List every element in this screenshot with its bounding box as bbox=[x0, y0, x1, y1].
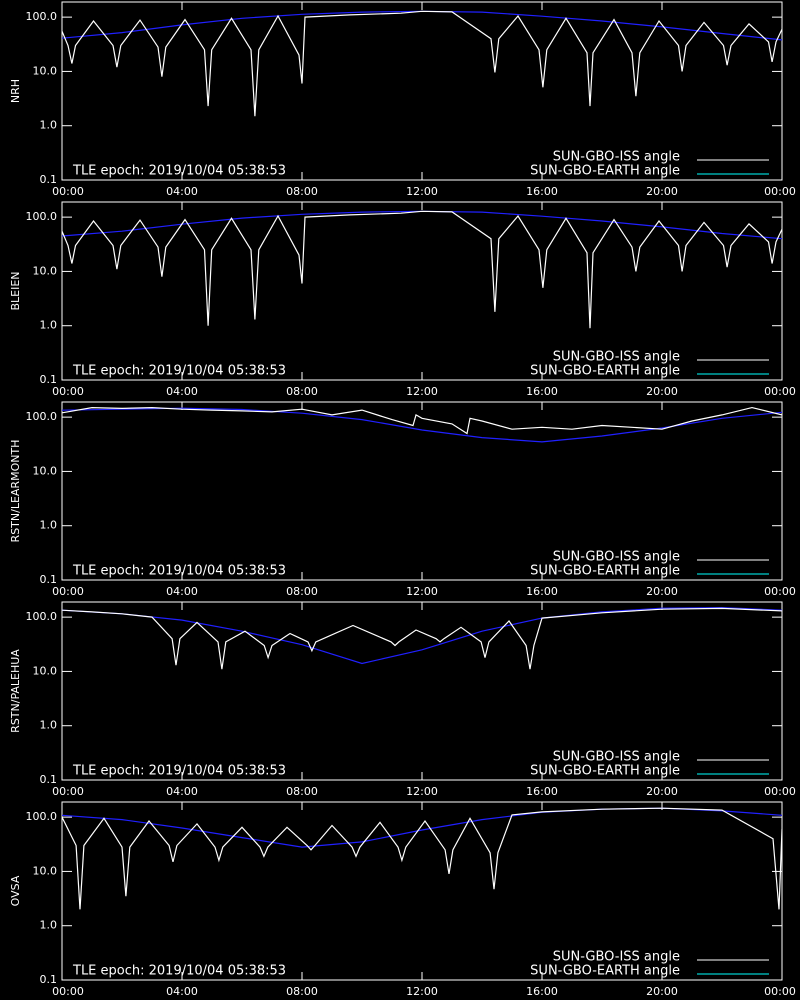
y-axis-label: OVSA bbox=[9, 875, 22, 906]
series-line bbox=[62, 407, 782, 443]
x-tick-label: 12:00 bbox=[406, 785, 438, 798]
x-tick-label: 00:00 bbox=[764, 785, 796, 798]
y-tick-label: 100.0 bbox=[26, 410, 58, 423]
x-tick-label: 00:00 bbox=[52, 185, 84, 198]
x-tick-label: 00:00 bbox=[764, 585, 796, 598]
plot-frame bbox=[61, 601, 783, 781]
y-tick-label: 1.0 bbox=[40, 519, 58, 532]
x-tick-label: 00:00 bbox=[764, 985, 796, 998]
plot-frame bbox=[61, 401, 783, 581]
x-tick-label: 08:00 bbox=[286, 985, 318, 998]
y-tick-label: 1.0 bbox=[40, 719, 58, 732]
x-tick-label: 12:00 bbox=[406, 185, 438, 198]
x-tick-label: 00:00 bbox=[52, 585, 84, 598]
panel: 00:00 04:00 08:00 12:00 16:00 20:00 00:000.11.… bbox=[9, 801, 796, 998]
legend-label: SUN-GBO-ISS angle bbox=[553, 750, 680, 765]
y-tick-label: 10.0 bbox=[33, 464, 58, 477]
x-tick-label: 00:00 bbox=[764, 385, 796, 398]
y-tick-label: 1.0 bbox=[40, 919, 58, 932]
x-tick-label: 12:00 bbox=[406, 585, 438, 598]
y-axis-label: RSTN/PALEHUA bbox=[9, 649, 22, 733]
series-line bbox=[62, 607, 782, 670]
y-tick-label: 0.1 bbox=[40, 773, 58, 786]
x-tick-label: 16:00 bbox=[526, 785, 558, 798]
series-line bbox=[62, 807, 782, 848]
y-tick-label: 1.0 bbox=[40, 319, 58, 332]
x-tick-label: 20:00 bbox=[646, 785, 678, 798]
y-tick-label: 100.0 bbox=[26, 810, 58, 823]
x-tick-label: 20:00 bbox=[646, 385, 678, 398]
x-tick-label: 08:00 bbox=[286, 785, 318, 798]
y-tick-label: 0.1 bbox=[40, 373, 58, 386]
y-tick-label: 10.0 bbox=[33, 264, 58, 277]
x-tick-label: 00:00 bbox=[764, 185, 796, 198]
plot-frame bbox=[61, 1, 783, 181]
plot-frame bbox=[61, 801, 783, 981]
y-tick-label: 0.1 bbox=[40, 573, 58, 586]
y-axis-label: NRH bbox=[9, 79, 22, 103]
legend-label: SUN-GBO-ISS angle bbox=[553, 350, 680, 365]
legend-label: SUN-GBO-ISS angle bbox=[553, 150, 680, 165]
annotation: TLE epoch: 2019/10/04 05:38:53 bbox=[72, 564, 286, 579]
legend-label: SUN-GBO-EARTH angle bbox=[530, 964, 680, 979]
x-tick-label: 20:00 bbox=[646, 185, 678, 198]
panel: 00:00 04:00 08:00 12:00 16:00 20:00 00:000.11.… bbox=[9, 601, 796, 798]
series-line bbox=[62, 10, 782, 117]
x-tick-label: 04:00 bbox=[166, 985, 198, 998]
legend-label: SUN-GBO-EARTH angle bbox=[530, 164, 680, 179]
series-line bbox=[62, 606, 782, 665]
y-tick-label: 1.0 bbox=[40, 119, 58, 132]
x-tick-label: 12:00 bbox=[406, 985, 438, 998]
series-line bbox=[62, 210, 782, 329]
series-line bbox=[62, 807, 782, 910]
y-tick-label: 0.1 bbox=[40, 973, 58, 986]
y-tick-label: 100.0 bbox=[26, 610, 58, 623]
x-tick-label: 04:00 bbox=[166, 385, 198, 398]
y-tick-label: 10.0 bbox=[33, 864, 58, 877]
x-tick-label: 20:00 bbox=[646, 585, 678, 598]
x-tick-label: 16:00 bbox=[526, 585, 558, 598]
plot-frame bbox=[61, 201, 783, 381]
legend-label: SUN-GBO-EARTH angle bbox=[530, 364, 680, 379]
series-line bbox=[62, 406, 782, 435]
x-tick-label: 04:00 bbox=[166, 785, 198, 798]
x-tick-label: 12:00 bbox=[406, 385, 438, 398]
annotation: TLE epoch: 2019/10/04 05:38:53 bbox=[72, 164, 286, 179]
panel: 00:00 04:00 08:00 12:00 16:00 20:00 00:000.11.… bbox=[9, 201, 796, 398]
x-tick-label: 16:00 bbox=[526, 985, 558, 998]
annotation: TLE epoch: 2019/10/04 05:38:53 bbox=[72, 964, 286, 979]
legend-label: SUN-GBO-EARTH angle bbox=[530, 764, 680, 779]
x-tick-label: 00:00 bbox=[52, 985, 84, 998]
y-tick-label: 10.0 bbox=[33, 664, 58, 677]
x-tick-label: 08:00 bbox=[286, 585, 318, 598]
x-tick-label: 08:00 bbox=[286, 385, 318, 398]
y-axis-label: BLEIEN bbox=[9, 271, 22, 310]
panel: 00:00 04:00 08:00 12:00 16:00 20:00 00:000.11.… bbox=[9, 1, 796, 198]
y-tick-label: 10.0 bbox=[33, 64, 58, 77]
panel: 00:00 04:00 08:00 12:00 16:00 20:00 00:000.11.… bbox=[9, 401, 796, 598]
x-tick-label: 08:00 bbox=[286, 185, 318, 198]
legend-label: SUN-GBO-ISS angle bbox=[553, 550, 680, 565]
x-tick-label: 16:00 bbox=[526, 385, 558, 398]
legend-label: SUN-GBO-EARTH angle bbox=[530, 564, 680, 579]
annotation: TLE epoch: 2019/10/04 05:38:53 bbox=[72, 364, 286, 379]
x-tick-label: 04:00 bbox=[166, 585, 198, 598]
y-axis-label: RSTN/LEARMONTH bbox=[9, 440, 22, 543]
series-line bbox=[62, 10, 782, 41]
legend-label: SUN-GBO-ISS angle bbox=[553, 950, 680, 965]
x-tick-label: 00:00 bbox=[52, 785, 84, 798]
x-tick-label: 04:00 bbox=[166, 185, 198, 198]
y-tick-label: 100.0 bbox=[26, 10, 58, 23]
series-line bbox=[62, 210, 782, 240]
x-tick-label: 16:00 bbox=[526, 185, 558, 198]
x-tick-label: 00:00 bbox=[52, 385, 84, 398]
x-tick-label: 20:00 bbox=[646, 985, 678, 998]
annotation: TLE epoch: 2019/10/04 05:38:53 bbox=[72, 764, 286, 779]
y-tick-label: 0.1 bbox=[40, 173, 58, 186]
y-tick-label: 100.0 bbox=[26, 210, 58, 223]
